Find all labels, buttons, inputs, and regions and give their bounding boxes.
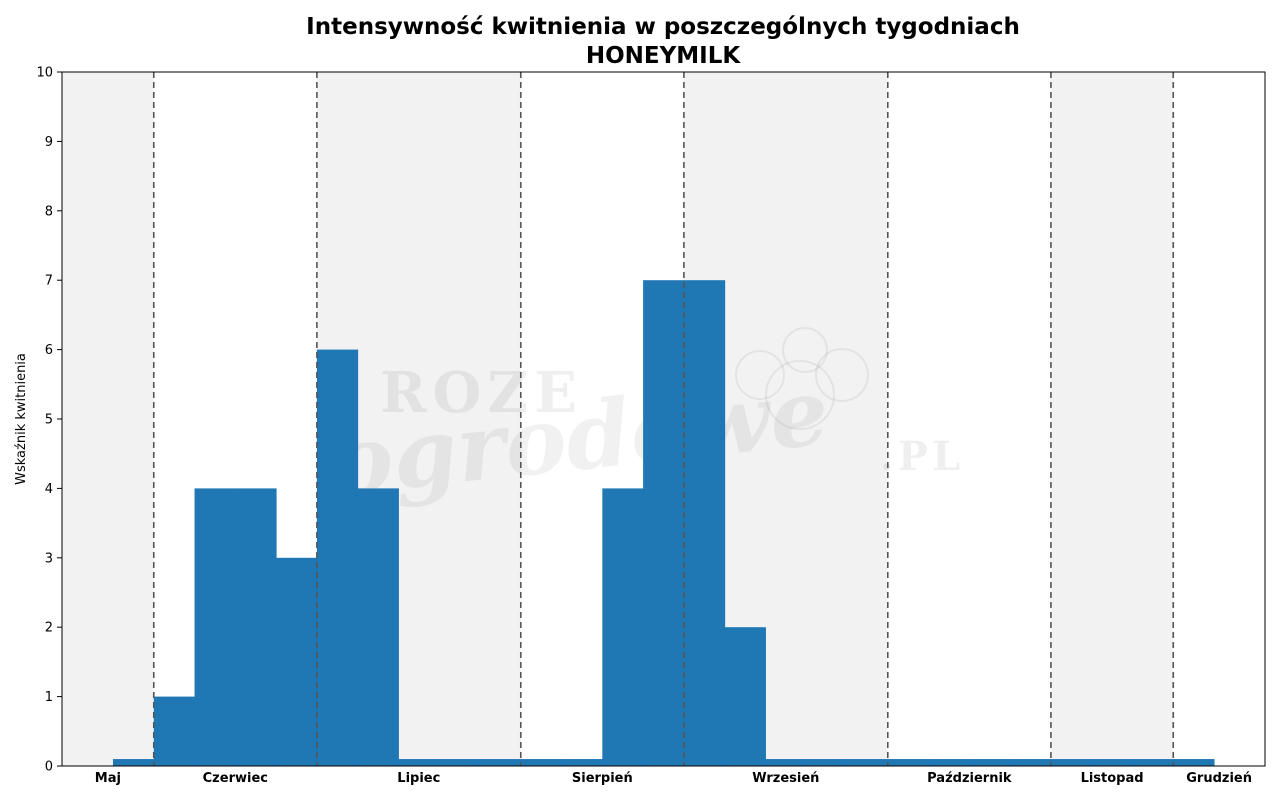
month-label: Maj	[95, 771, 121, 786]
month-label: Listopad	[1081, 771, 1144, 786]
bar	[887, 759, 930, 766]
month-dividers	[152, 72, 1175, 766]
bar	[1173, 759, 1215, 766]
bar	[520, 759, 563, 766]
bar	[847, 759, 889, 766]
month-label: Sierpień	[572, 771, 633, 786]
month-label: Czerwiec	[203, 771, 268, 786]
month-band	[62, 72, 154, 766]
bar	[928, 759, 970, 766]
y-axis-label: Wskaźnik kwitnienia	[14, 353, 29, 485]
watermark-logo: ROZE ogrodowe .PL	[326, 327, 964, 517]
bars	[112, 280, 1215, 766]
bar	[357, 488, 399, 766]
y-tick-label: 6	[45, 343, 53, 358]
bar	[561, 759, 603, 766]
month-label: Lipiec	[397, 771, 440, 786]
bar	[806, 759, 848, 766]
month-band	[1173, 72, 1265, 766]
month-band	[1050, 72, 1174, 766]
x-axis-month-labels: Maj Czerwiec Lipiec Sierpień Wrzesień Paździe…	[95, 771, 1252, 786]
watermark-text-1: ROZE	[380, 360, 583, 426]
bar	[643, 280, 685, 766]
bar	[316, 349, 359, 766]
bar	[276, 557, 318, 766]
bar	[765, 759, 807, 766]
bar	[398, 759, 440, 766]
y-tick-label: 8	[45, 204, 53, 219]
bar	[969, 759, 1011, 766]
bar	[153, 696, 196, 766]
y-tick-label: 10	[36, 66, 53, 81]
y-tick-label: 9	[45, 135, 53, 150]
y-axis-ticks: 0 1 2 3 4 5 6 7 8 9 10	[36, 66, 62, 775]
month-label: Październik	[927, 771, 1012, 786]
bar	[1091, 759, 1133, 766]
watermark-text-3: .PL	[880, 433, 964, 480]
chart-title: Intensywność kwitnienia w poszczególnych…	[306, 14, 1020, 40]
watermark-flower-icon	[735, 327, 869, 430]
bar	[602, 488, 644, 766]
y-tick-label: 4	[45, 482, 53, 497]
bar	[479, 759, 522, 766]
bar	[439, 759, 481, 766]
bar	[1050, 759, 1093, 766]
bar	[1132, 759, 1174, 766]
y-tick-label: 2	[45, 621, 53, 636]
bar	[683, 280, 726, 766]
y-tick-label: 1	[45, 690, 53, 705]
month-band	[887, 72, 1051, 766]
y-tick-label: 0	[45, 760, 53, 775]
y-tick-label: 7	[45, 274, 53, 289]
y-tick-label: 5	[45, 413, 53, 428]
y-tick-label: 3	[45, 551, 53, 566]
month-label: Wrzesień	[752, 771, 819, 786]
bar	[235, 488, 277, 766]
month-label: Grudzień	[1186, 771, 1252, 786]
chart-subtitle: HONEYMILK	[586, 43, 742, 69]
bar	[112, 759, 155, 766]
bar	[1010, 759, 1052, 766]
bar	[194, 488, 236, 766]
bar	[724, 627, 766, 766]
